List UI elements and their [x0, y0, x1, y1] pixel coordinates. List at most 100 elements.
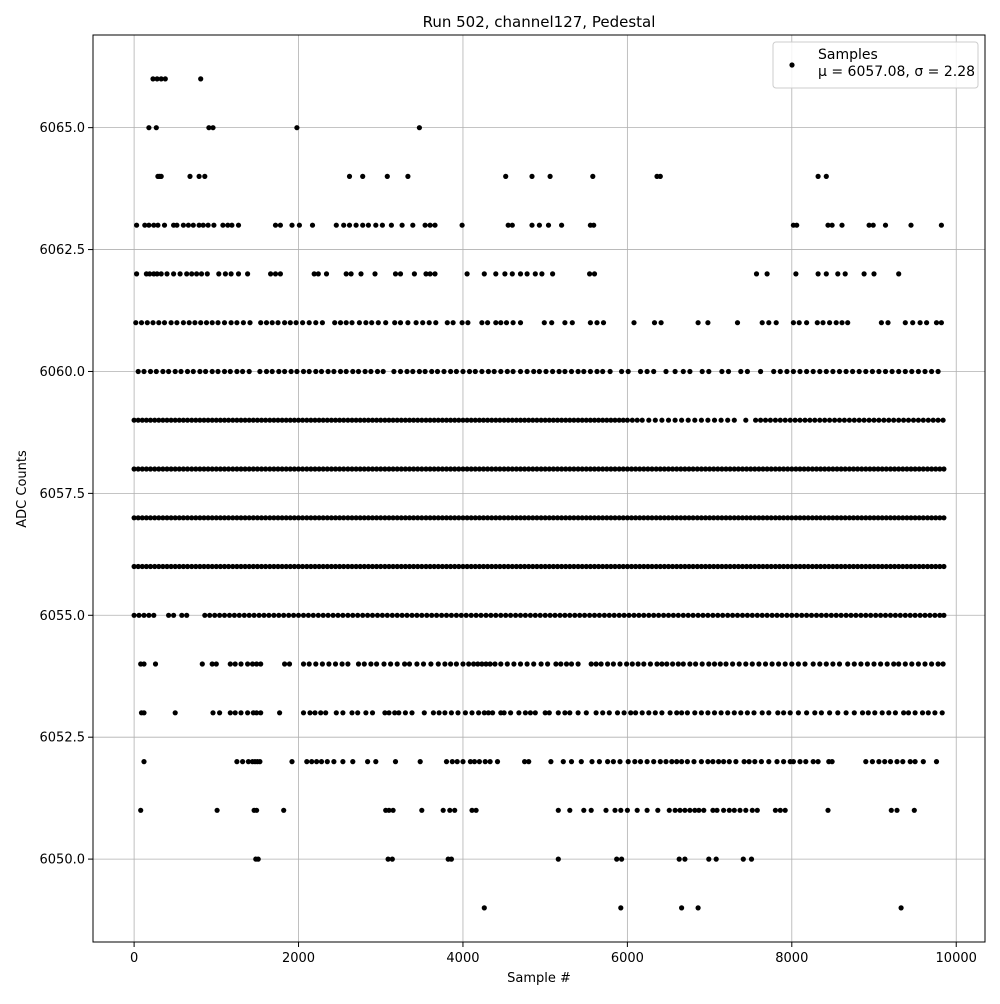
data-point [793, 515, 799, 521]
data-point [625, 759, 631, 765]
data-point [441, 368, 447, 375]
data-point [426, 320, 432, 326]
data-point [830, 466, 836, 472]
data-point [725, 417, 731, 423]
data-point [524, 271, 530, 277]
data-point [378, 515, 384, 521]
data-point [665, 466, 672, 472]
data-point [809, 466, 816, 472]
data-point [809, 563, 816, 570]
data-point [164, 466, 170, 472]
data-point [201, 515, 207, 521]
data-point [493, 612, 499, 618]
data-point [213, 417, 219, 423]
data-point [369, 515, 376, 521]
data-point [851, 710, 857, 716]
data-point [449, 759, 455, 765]
data-point [306, 661, 312, 667]
data-point [283, 466, 289, 472]
data-point [553, 661, 559, 667]
data-point [817, 661, 823, 667]
data-point [628, 563, 635, 570]
data-point [823, 271, 829, 277]
data-point [362, 368, 368, 375]
data-point [741, 759, 747, 765]
data-point [651, 320, 658, 326]
data-point [628, 466, 635, 472]
data-point [743, 807, 749, 813]
data-point [670, 612, 677, 618]
data-point [485, 710, 491, 716]
data-point [448, 563, 454, 570]
data-point [698, 563, 705, 570]
data-point [739, 466, 746, 472]
data-point [402, 515, 408, 521]
data-point [269, 368, 275, 375]
data-point [637, 563, 643, 570]
data-point [624, 807, 631, 813]
data-point [172, 563, 178, 570]
data-point [230, 466, 236, 472]
data-point [764, 563, 770, 570]
data-point [777, 807, 783, 813]
data-point [198, 271, 205, 277]
data-point [485, 515, 491, 521]
data-point [620, 563, 626, 570]
data-point [915, 661, 922, 667]
data-point [883, 466, 889, 472]
data-point [739, 563, 746, 570]
data-point [228, 320, 234, 326]
data-point [619, 856, 625, 862]
data-point [886, 417, 892, 423]
data-point [241, 612, 247, 618]
data-point [263, 515, 269, 521]
data-point [694, 466, 700, 472]
data-point [581, 368, 587, 375]
data-point [211, 222, 217, 228]
data-point [735, 466, 742, 472]
data-point [588, 661, 594, 667]
data-point [818, 515, 824, 521]
data-point [568, 368, 575, 375]
data-point [452, 466, 458, 472]
data-point [820, 320, 826, 326]
data-point [221, 612, 228, 618]
data-point [883, 515, 889, 521]
data-point [744, 710, 751, 716]
data-point [797, 368, 803, 375]
data-point [661, 612, 667, 618]
data-point [453, 612, 459, 618]
data-point [863, 515, 869, 521]
data-point [419, 515, 425, 521]
data-point [838, 515, 844, 521]
data-point [702, 466, 709, 472]
data-point [815, 271, 821, 277]
data-point [448, 661, 454, 667]
data-point [645, 563, 651, 570]
data-point [929, 661, 935, 667]
data-point [435, 466, 441, 472]
data-point [871, 515, 877, 521]
data-point [848, 612, 854, 618]
data-point [172, 466, 178, 472]
data-point [644, 807, 650, 813]
data-point [920, 563, 926, 570]
data-point [884, 661, 890, 667]
data-point [513, 612, 519, 618]
data-point [246, 368, 252, 375]
data-point [767, 417, 774, 423]
data-point [652, 417, 658, 423]
data-point [810, 759, 816, 765]
data-point [345, 563, 351, 570]
data-point [563, 661, 570, 667]
data-point [789, 563, 795, 570]
data-point [872, 710, 878, 716]
data-point [379, 222, 385, 228]
data-point [685, 417, 691, 423]
data-point [289, 759, 295, 765]
data-point [271, 612, 277, 618]
data-point [542, 710, 548, 716]
data-point [649, 515, 655, 521]
data-point [333, 710, 339, 716]
data-point [587, 466, 594, 472]
